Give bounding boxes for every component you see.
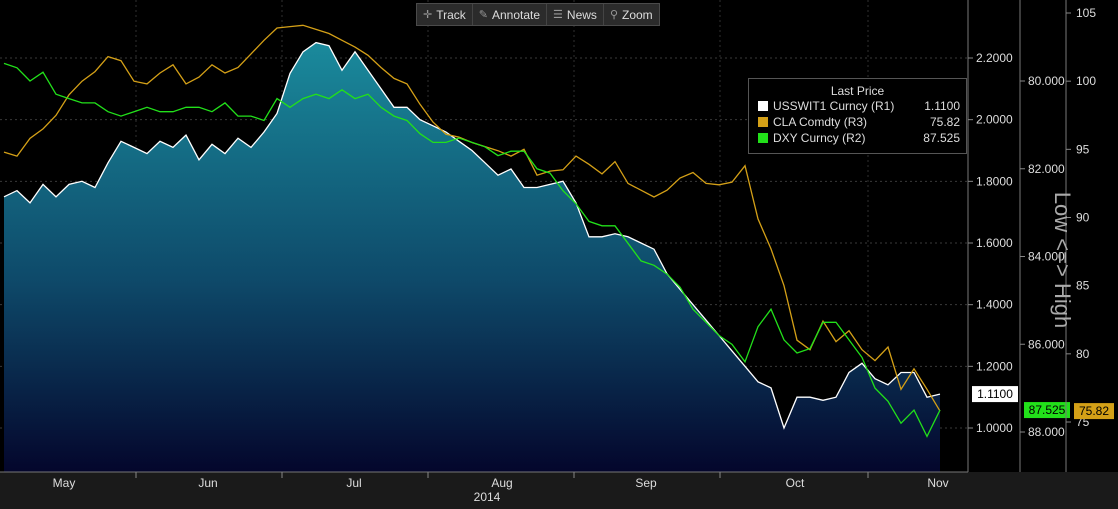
series-area	[4, 42, 940, 472]
legend-item[interactable]: USSWIT1 Curncy (R1) 1.1100	[749, 98, 966, 114]
r3-tick-label: 100	[1076, 74, 1096, 88]
series-line	[3, 62, 941, 438]
legend-name: CLA Comdty (R3)	[773, 115, 868, 129]
r1-tick-label: 1.4000	[976, 298, 1013, 312]
news-label: News	[566, 7, 597, 22]
r3-tick-label: 90	[1076, 211, 1090, 225]
magnifier-icon: ⚲	[609, 9, 618, 21]
axis-r2: 80.000 82.000 84.000 86.000 88.000 87.525	[1019, 0, 1070, 472]
badge-box	[1074, 403, 1114, 420]
r3-tick-label: 95	[1076, 142, 1090, 156]
r3-last-badge: 75.82	[1074, 403, 1114, 420]
r2-tick-label: 86.000	[1028, 337, 1065, 351]
r3-tick-label: 105	[1076, 6, 1096, 20]
badge-text: 1.1100	[977, 387, 1013, 401]
r1-tick-label: 1.8000	[976, 174, 1013, 188]
legend-swatch	[758, 101, 768, 111]
r1-last-badge: 1.1100	[972, 386, 1018, 403]
x-tick-label: Jun	[198, 476, 217, 490]
r1-tick-label: 1.6000	[976, 236, 1013, 250]
legend-name: DXY Curncy (R2)	[773, 131, 866, 145]
legend-swatch	[758, 117, 768, 127]
zoom-label: Zoom	[622, 7, 653, 22]
legend-value: 87.525	[923, 131, 960, 145]
x-axis-band	[0, 472, 1118, 509]
legend-value: 1.1100	[924, 99, 960, 113]
x-tick-label: Oct	[786, 476, 805, 490]
r2-last-badge: 87.525	[1024, 402, 1070, 419]
badge-text: 75.82	[1079, 404, 1109, 418]
legend-item[interactable]: CLA Comdty (R3) 75.82	[749, 114, 966, 130]
pencil-icon: ✎	[478, 9, 488, 21]
r1-tick-label: 1.0000	[976, 421, 1013, 435]
legend-item[interactable]: DXY Curncy (R2) 87.525	[749, 130, 966, 146]
r2-tick-label: 82.000	[1028, 162, 1065, 176]
r1-tick-label: 2.0000	[976, 113, 1013, 127]
track-label: Track	[436, 7, 466, 22]
badge-box	[1024, 402, 1070, 419]
series-layer	[3, 24, 941, 472]
legend-swatch	[758, 133, 768, 143]
x-axis: May Jun Jul Aug Sep Oct Nov 2014	[0, 471, 1118, 509]
legend-value: 75.82	[929, 115, 960, 129]
r2-tick-label: 84.000	[1028, 250, 1065, 264]
crosshair-icon: ✛	[423, 9, 433, 21]
legend[interactable]: Last Price USSWIT1 Curncy (R1) 1.1100 CL…	[748, 78, 967, 154]
x-tick-label: Aug	[491, 476, 512, 490]
r2-tick-label: 88.000	[1028, 425, 1065, 439]
r2-tick-label: 80.000	[1028, 74, 1065, 88]
x-tick-label: Sep	[635, 476, 657, 490]
badge-box	[972, 386, 1018, 403]
r1-tick-label: 1.2000	[976, 359, 1013, 373]
r1-tick-label: 2.2000	[976, 51, 1013, 65]
chart-toolbar: ✛ Track ✎ Annotate ☰ News ⚲ Zoom	[416, 3, 660, 26]
track-button[interactable]: ✛ Track	[417, 4, 473, 25]
news-button[interactable]: ☰ News	[547, 4, 604, 25]
legend-name: USSWIT1 Curncy (R1)	[773, 99, 895, 113]
legend-title: Last Price	[830, 84, 885, 98]
x-tick-label: Jul	[346, 476, 361, 490]
series-line	[3, 41, 941, 430]
x-tick-label: Nov	[927, 476, 948, 490]
zoom-button[interactable]: ⚲ Zoom	[604, 4, 659, 25]
axis-r1: 1.0000 1.2000 1.4000 1.6000 1.8000 2.0000 2.20…	[967, 0, 1018, 472]
r3-tick-label: 85	[1076, 279, 1090, 293]
news-icon: ☰	[553, 9, 563, 21]
x-tick-label: May	[53, 476, 76, 490]
x-year-label: 2014	[474, 490, 501, 504]
annotate-button[interactable]: ✎ Annotate	[473, 4, 548, 25]
badge-text: 87.525	[1029, 403, 1066, 417]
low-high-label: Low <=> High	[1050, 192, 1075, 328]
r3-tick-label: 80	[1076, 347, 1090, 361]
annotate-label: Annotate	[492, 7, 541, 22]
